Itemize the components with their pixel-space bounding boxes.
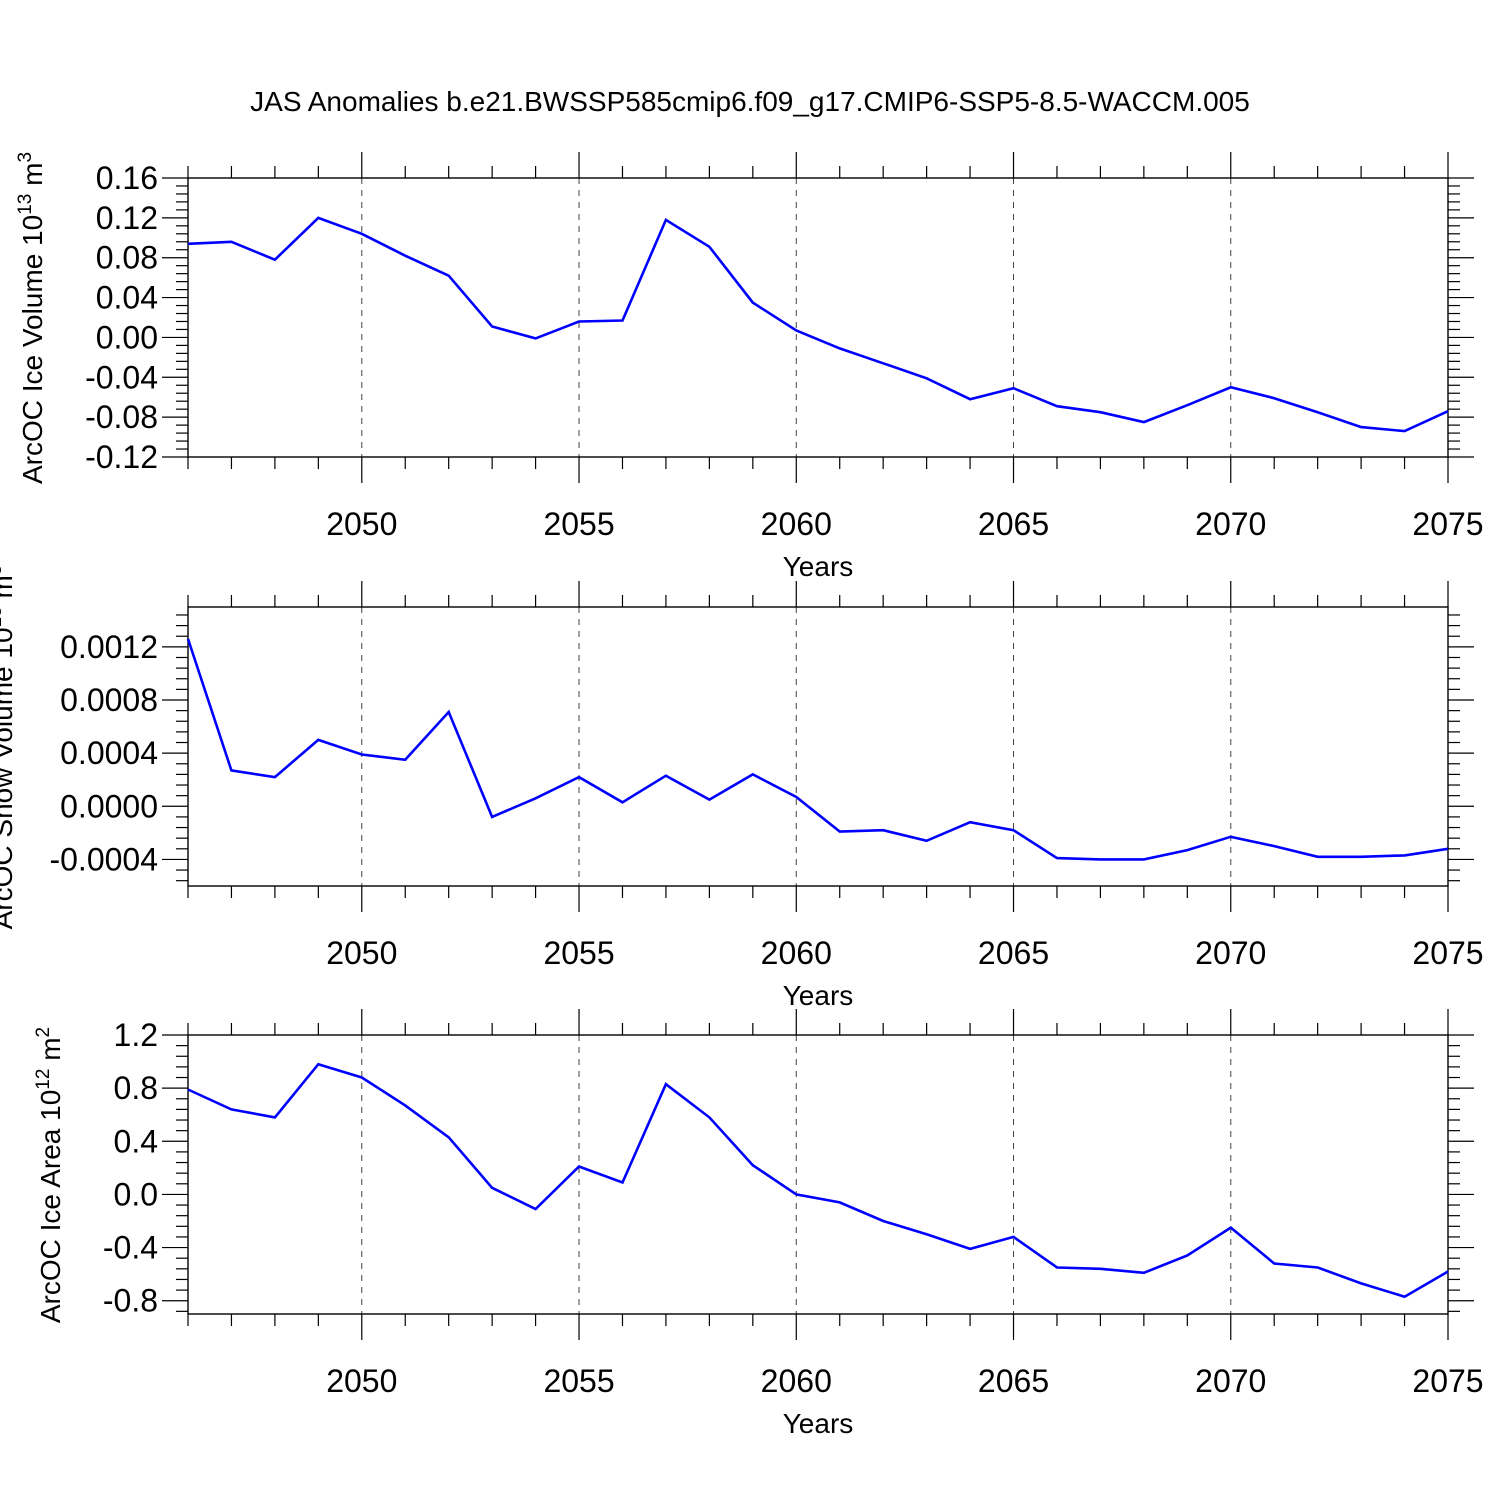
plot-frame [187, 606, 1449, 887]
y-tick-label: 0.04 [96, 280, 158, 316]
series-line [187, 1062, 1449, 1299]
y-tick-labels: -0.12 -0.08 -0.04 0.000.04 0.08 0.12 0.16 [85, 160, 158, 475]
series-line [186, 638, 1449, 861]
panel-ice-volume: -0.12 -0.08 -0.04 0.000.04 0.08 0.12 0.16 2050… [15, 152, 1484, 582]
y-tick-label: -0.04 [85, 359, 158, 395]
axis-ticks [162, 152, 1474, 483]
x-tick-label: 2065 [978, 506, 1049, 542]
grid-lines [361, 607, 1232, 886]
grid-lines [361, 1035, 1232, 1314]
y-tick-labels: -0.8 -0.4 0.0 0.4 0.8 1.2 [103, 1017, 158, 1319]
x-tick-labels: 2050 2055 2060 2065 2070 2075 [326, 506, 1483, 542]
panel-snow-volume: -0.0004 0.0000 0.0004 0.0008 0.0012 2050 2055… [0, 565, 1484, 1011]
x-tick-label: 2060 [761, 506, 832, 542]
x-tick-label: 2065 [978, 1363, 1049, 1399]
y-tick-label: 0.4 [114, 1123, 158, 1159]
y-tick-label: 0.0004 [60, 735, 158, 771]
x-tick-label: 2050 [326, 1363, 397, 1399]
x-tick-label: 2070 [1195, 1363, 1266, 1399]
y-axis-label: ArcOC Ice Area 1012 m2 [33, 1027, 66, 1323]
y-tick-label: 1.2 [114, 1017, 158, 1053]
y-tick-label: 0.0 [114, 1176, 158, 1212]
x-tick-label: 2055 [543, 506, 614, 542]
x-tick-label: 2070 [1195, 506, 1266, 542]
x-tick-label: 2055 [543, 1363, 614, 1399]
axis-ticks [162, 1009, 1474, 1340]
y-axis-label: ArcOC Snow Volume 1013 m3 [0, 565, 18, 930]
y-tick-label: -0.4 [103, 1230, 158, 1266]
x-tick-labels: 2050 2055 2060 2065 2070 2075 [326, 935, 1483, 971]
x-axis-label: Years [783, 980, 854, 1011]
y-tick-label: -0.8 [103, 1283, 158, 1319]
x-tick-label: 2050 [326, 506, 397, 542]
y-tick-label: 0.0000 [60, 788, 158, 824]
y-axis-label: ArcOC Ice Volume 1013 m3 [15, 152, 48, 484]
y-tick-label: -0.0004 [49, 841, 158, 877]
y-tick-label: -0.12 [85, 439, 158, 475]
y-tick-labels: -0.0004 0.0000 0.0004 0.0008 0.0012 [49, 629, 158, 878]
x-tick-label: 2075 [1412, 506, 1483, 542]
y-tick-label: 0.08 [96, 240, 158, 276]
grid-lines [361, 178, 1232, 457]
y-tick-label: 0.16 [96, 160, 158, 196]
chart-title: JAS Anomalies b.e21.BWSSP585cmip6.f09_g1… [250, 86, 1250, 117]
plot-frame [187, 177, 1449, 458]
y-tick-label: 0.00 [96, 319, 158, 355]
x-tick-label: 2075 [1412, 935, 1483, 971]
x-tick-labels: 2050 2055 2060 2065 2070 2075 [326, 1363, 1483, 1399]
y-tick-label: 0.8 [114, 1070, 158, 1106]
y-tick-label: 0.0012 [60, 629, 158, 665]
x-tick-label: 2060 [761, 935, 832, 971]
x-tick-label: 2065 [978, 935, 1049, 971]
x-tick-label: 2050 [326, 935, 397, 971]
x-tick-label: 2075 [1412, 1363, 1483, 1399]
x-tick-label: 2070 [1195, 935, 1266, 971]
x-axis-label: Years [783, 551, 854, 582]
y-tick-label: -0.08 [85, 399, 158, 435]
axis-ticks [162, 581, 1474, 912]
x-tick-label: 2055 [543, 935, 614, 971]
x-tick-label: 2060 [761, 1363, 832, 1399]
series-line [187, 216, 1449, 433]
panel-ice-area: -0.8 -0.4 0.0 0.4 0.8 1.2 2050 2055 2060 2065 207… [33, 1009, 1484, 1439]
x-axis-label: Years [783, 1408, 854, 1439]
y-tick-label: 0.12 [96, 200, 158, 236]
y-tick-label: 0.0008 [60, 682, 158, 718]
plot-frame [187, 1034, 1449, 1315]
